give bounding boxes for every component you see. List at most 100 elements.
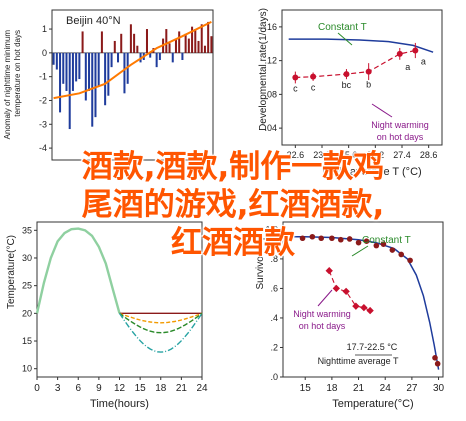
bar [65,52,68,91]
y-axis-label: Temperature(°C) [6,235,17,309]
y-axis-label: Developmental rate(1/days) [258,8,269,131]
overlay-watermark-text: 酒款,酒款,制作一款鸡 尾酒的游戏,红酒酒款, 红酒酒款 [0,148,466,262]
night-curve-teal [118,312,203,353]
constant-data-point [432,355,438,361]
bar [110,52,113,68]
constant-data-point [373,242,380,249]
constant-data-point [363,238,370,244]
constant-data-point [355,239,362,246]
bar [84,52,87,101]
x-tick-label: 24 [380,383,392,394]
y-tick-label: 30 [22,253,32,263]
legend-night-warming: on hot days [299,321,346,331]
bar [168,43,171,53]
constant-data-point [380,241,387,247]
constant-data-point [329,235,335,242]
x-tick-label: 15 [135,383,147,394]
bar [191,26,194,53]
significance-label: b [366,80,371,90]
overlay-line-1: 酒款,酒款,制作一款鸡 [81,149,385,185]
y-axis-label: temperature on hot days [13,30,22,117]
bar [91,52,94,127]
legend-night-warming: Night warming [293,309,351,319]
x-tick-label: 15 [300,383,312,394]
y-tick-label: 0 [42,48,47,58]
y-tick-label: .16 [264,22,277,32]
data-point [412,47,419,54]
legend-arrow [371,103,393,118]
legend-arrow [351,245,369,257]
overlay-line-3: 红酒酒款 [171,225,295,261]
constant-data-point [299,235,306,242]
y-tick-label: 1.0 [265,224,278,234]
legend-arrow [337,32,353,46]
x-tick-label: 22.6 [287,150,305,160]
data-point [310,73,317,80]
y-tick-label: 20 [22,308,32,318]
data-point [396,50,403,57]
legend-constant-t: Constant T [362,235,411,246]
night-curve-green [119,312,203,334]
x-tick-label: 12 [114,383,126,394]
x-tick-label: 21 [176,383,188,394]
y-tick-label: .8 [270,254,278,264]
significance-label: c [311,83,316,93]
annotation-range: 17.7-22.5 °C [347,342,398,352]
y-tick-label: -1 [39,72,47,82]
x-tick-label: 26.2 [367,150,385,160]
bar [68,52,71,130]
significance-label: a [421,57,426,67]
constant-t-curve [288,38,434,53]
y-tick-label: -4 [39,143,47,153]
bar [210,36,213,53]
bar [120,33,123,53]
x-tick-label: 6 [75,383,81,394]
bar [174,38,177,53]
y-tick-label: .12 [264,56,277,66]
x-tick-label: 23.8 [313,150,331,160]
data-point [292,74,299,81]
y-tick-label: .08 [264,89,277,99]
bar [104,52,107,106]
y-tick-label: -3 [39,119,47,129]
x-tick-label: 0 [34,383,40,394]
bar [158,52,161,60]
legend-night-warming: on hot days [377,132,424,142]
bar [181,52,184,60]
x-tick-label: 28.6 [420,150,438,160]
bar [155,52,158,68]
x-axis-label: Time(hours) [90,398,149,410]
bar [59,52,62,113]
x-tick-label: 21 [353,383,365,394]
constant-data-point [309,233,316,240]
y-tick-label: 15 [22,336,32,346]
night-data-point [360,303,368,312]
trend-line [53,21,212,100]
bar [78,52,81,80]
y-tick-label: .0 [270,372,278,382]
significance-label: a [405,62,410,72]
bar [81,31,84,53]
y-axis-label: Anomaly of nighttime minimum [3,30,12,140]
legend-constant-t: Constant T [318,22,367,33]
bar [149,52,152,58]
overlay-line-2: 尾酒的游戏,红酒酒款, [81,187,385,223]
night-curve-orange [119,312,203,324]
night-data-point [325,267,333,275]
bar [187,38,190,53]
bar [113,40,116,53]
y-tick-label: 35 [22,225,32,235]
constant-data-point [346,236,353,242]
panel-1-annotation: Beijin 40°N [66,15,121,27]
bar [145,29,148,53]
data-point [365,68,372,75]
y-tick-label: 1 [42,24,47,34]
bar [88,52,91,91]
bar [75,52,78,82]
bar [100,31,103,53]
bar [123,52,126,94]
bar [200,24,203,53]
bar [97,52,100,87]
significance-label: c [293,84,298,94]
